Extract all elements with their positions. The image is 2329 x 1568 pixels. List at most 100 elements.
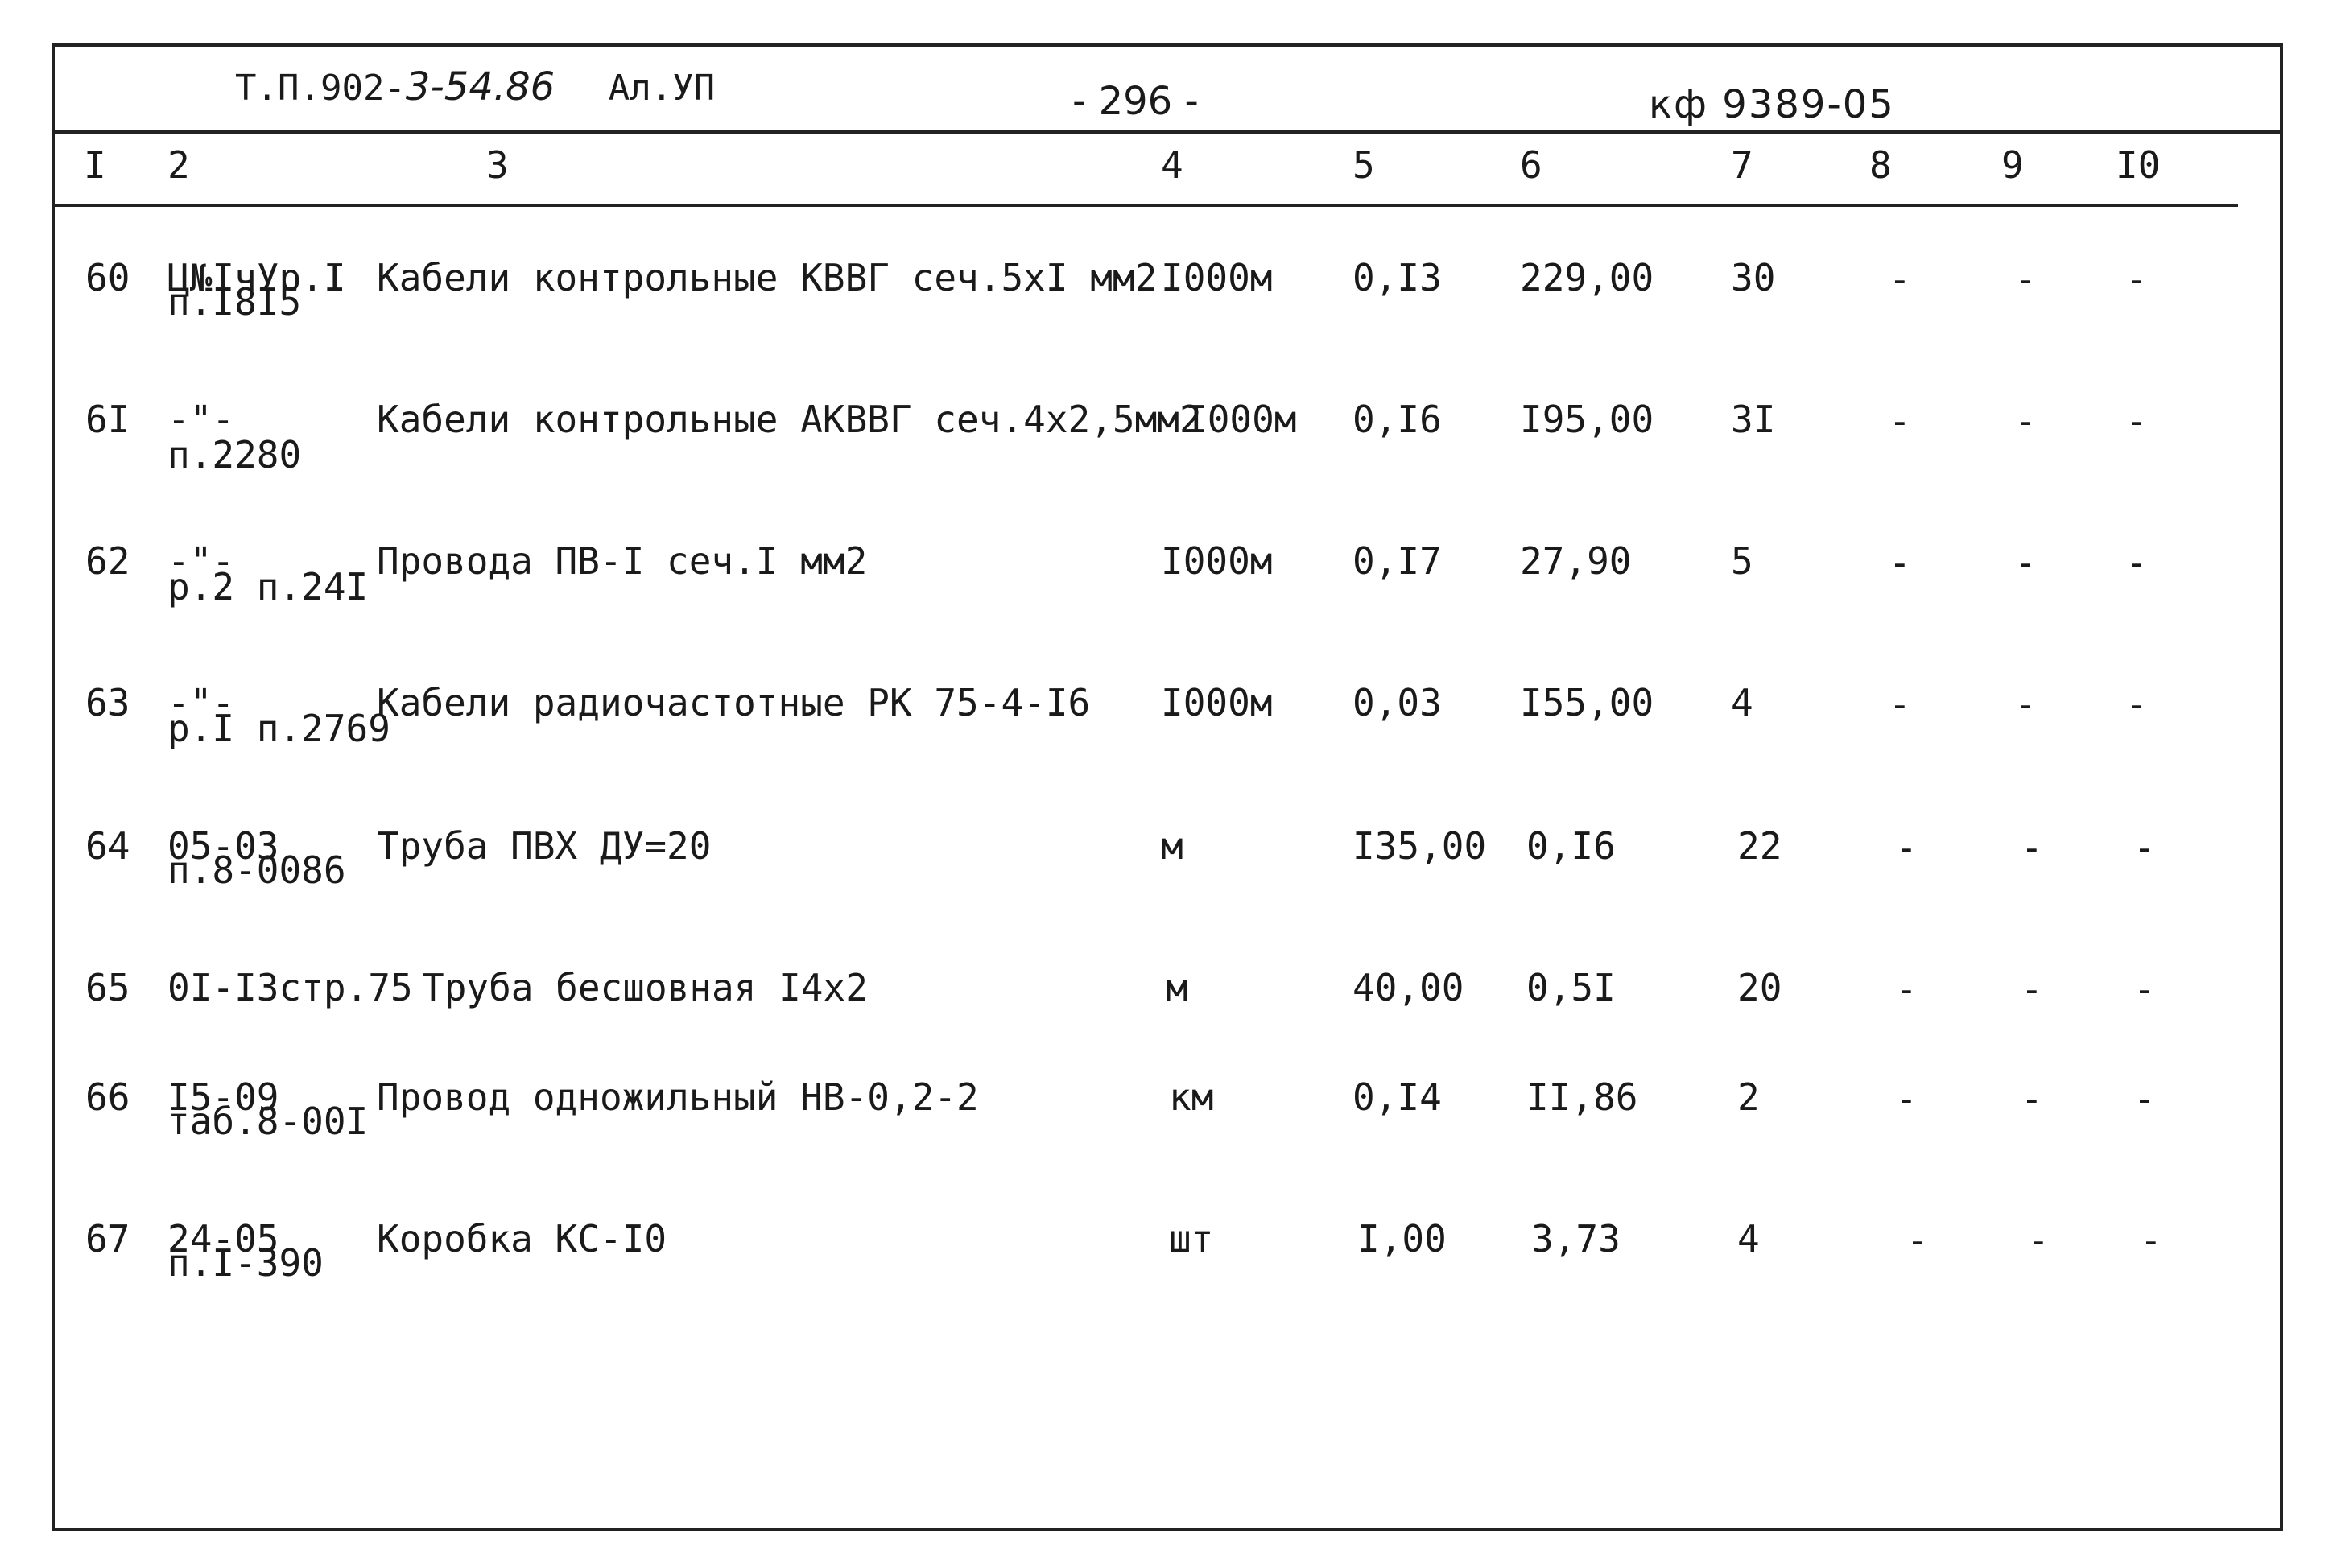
column-number-9: 9 (2001, 143, 2024, 187)
quantity: I35,00 (1352, 824, 1487, 868)
col8-value: - (1889, 258, 1911, 301)
row-number: 60 (85, 256, 130, 299)
unit: шт (1169, 1217, 1214, 1261)
price-reference-line2: п.8-0086 (167, 848, 346, 892)
col9-value: - (2014, 683, 2037, 726)
unit-price: 0,I6 (1526, 824, 1616, 868)
column-number-4: 4 (1161, 143, 1183, 187)
table-row: 60 Ц№IчУр.I п.I8I5 Кабели контрольные КВВ… (55, 258, 2280, 354)
doc-reference-printed: Т.П.902- (235, 68, 406, 109)
price-reference-line1: 0I-I3стр.75 (167, 966, 413, 1009)
table-row: 6I -"- п.2280 Кабели контрольные АКВВГ се… (55, 399, 2280, 496)
table-row: 65 0I-I3стр.75 Труба бесшовная I4х2 м 40… (55, 968, 2280, 1064)
doc-reference-handwritten: 3-54.86 (405, 64, 555, 109)
stamp-code: кф 9389-05 (1649, 82, 1895, 127)
price-reference-line2: р.I п.2769 (167, 707, 390, 750)
unit-price: 27,90 (1520, 539, 1632, 583)
item-name: Кабели радиочастотные РК 75-4-I6 (377, 681, 1091, 724)
col8-value: - (1895, 1077, 1918, 1120)
quantity: 0,03 (1352, 681, 1442, 724)
total: 4 (1737, 1217, 1760, 1261)
price-reference-line2: п.2280 (167, 433, 302, 477)
row-number: 66 (85, 1075, 130, 1119)
col9-value: - (2014, 258, 2037, 301)
unit-price: 0,5I (1526, 966, 1616, 1009)
col8-value: - (1889, 683, 1911, 726)
table-row: 62 -"- р.2 п.24I Провода ПВ-I сеч.I мм2 I… (55, 541, 2280, 638)
quantity: 0,I6 (1352, 398, 1442, 441)
unit: I000м (1161, 681, 1273, 724)
unit-price: 3,73 (1531, 1217, 1621, 1261)
unit: км (1169, 1075, 1214, 1119)
album-label: Ал.УП (608, 68, 716, 109)
price-reference: Ц№IчУр.I п.I8I5 (167, 258, 346, 322)
row-number: 62 (85, 539, 130, 583)
column-number-5: 5 (1352, 143, 1375, 187)
col10-value: - (2133, 1077, 2156, 1120)
unit-price: I55,00 (1520, 681, 1654, 724)
table-row: 67 24-05 п.I-390 Коробка КС-I0 шт I,00 3,… (55, 1219, 2280, 1315)
table-row: 64 05-03 п.8-0086 Труба ПВХ ДУ=20 м I35,0… (55, 826, 2280, 922)
unit-price: 229,00 (1520, 256, 1654, 299)
price-reference-line1: -"- (167, 681, 235, 724)
col9-value: - (2021, 826, 2043, 869)
total: 5 (1731, 539, 1753, 583)
col10-value: - (2133, 826, 2156, 869)
col9-value: - (2027, 1219, 2050, 1262)
column-number-6: 6 (1520, 143, 1542, 187)
price-reference: -"- р.2 п.24I (167, 541, 368, 607)
col9-value: - (2021, 1077, 2043, 1120)
row-number: 63 (85, 681, 130, 724)
col10-value: - (2125, 541, 2148, 584)
item-name: Провода ПВ-I сеч.I мм2 (377, 539, 868, 583)
price-reference: -"- р.I п.2769 (167, 683, 390, 749)
unit: I000м (1161, 539, 1273, 583)
price-reference-line1: 24-05 (167, 1217, 279, 1261)
col8-value: - (1889, 399, 1911, 443)
price-reference-line1: 05-03 (167, 824, 279, 868)
price-reference-line2: п.I-390 (167, 1241, 324, 1285)
quantity: 0,I7 (1352, 539, 1442, 583)
row-number: 65 (85, 966, 130, 1009)
price-reference: I5-09 таб.8-00I (167, 1077, 368, 1141)
price-reference-line1: I5-09 (167, 1075, 279, 1119)
col9-value: - (2021, 968, 2043, 1011)
unit: I000м (1185, 398, 1297, 441)
quantity: 40,00 (1352, 966, 1464, 1009)
unit: м (1161, 824, 1183, 868)
total: 2 (1737, 1075, 1760, 1119)
price-reference: -"- п.2280 (167, 399, 301, 475)
unit: м (1166, 966, 1188, 1009)
document-sheet: Т.П.902-3-54.86 Ал.УП - 296 - кф 9389-05… (52, 43, 2283, 1531)
unit: I000м (1161, 256, 1273, 299)
column-number-3: 3 (486, 143, 509, 187)
price-reference-line1: Ц№IчУр.I (167, 256, 346, 299)
item-name: Провод одножильный НВ-0,2-2 (377, 1075, 979, 1119)
item-name: Труба бесшовная I4х2 (422, 966, 868, 1009)
row-number: 64 (85, 824, 130, 868)
row-number: 6I (85, 398, 130, 441)
total: 3I (1731, 398, 1776, 441)
col8-value: - (1889, 541, 1911, 584)
price-reference-line1: -"- (167, 539, 235, 583)
price-reference-line1: -"- (167, 398, 235, 441)
table-row: 63 -"- р.I п.2769 Кабели радиочастотные Р… (55, 683, 2280, 779)
col9-value: - (2014, 541, 2037, 584)
price-reference-line2: п.I8I5 (167, 280, 302, 324)
total: 20 (1737, 966, 1782, 1009)
price-reference-line2: р.2 п.24I (167, 565, 369, 609)
page-number: - 296 - (1072, 79, 1199, 124)
column-number-8: 8 (1869, 143, 1892, 187)
row-number: 67 (85, 1217, 130, 1261)
item-name: Кабели контрольные КВВГ сеч.5хI мм2 (377, 256, 1158, 299)
item-name: Коробка КС-I0 (377, 1217, 667, 1261)
quantity: 0,I3 (1352, 256, 1442, 299)
unit-price: II,86 (1526, 1075, 1638, 1119)
column-number-10: I0 (2116, 143, 2161, 187)
col10-value: - (2125, 683, 2148, 726)
col10-value: - (2140, 1219, 2162, 1262)
column-header-divider (55, 204, 2238, 207)
table-row: 66 I5-09 таб.8-00I Провод одножильный НВ-… (55, 1077, 2280, 1174)
total: 22 (1737, 824, 1782, 868)
col8-value: - (1895, 826, 1918, 869)
